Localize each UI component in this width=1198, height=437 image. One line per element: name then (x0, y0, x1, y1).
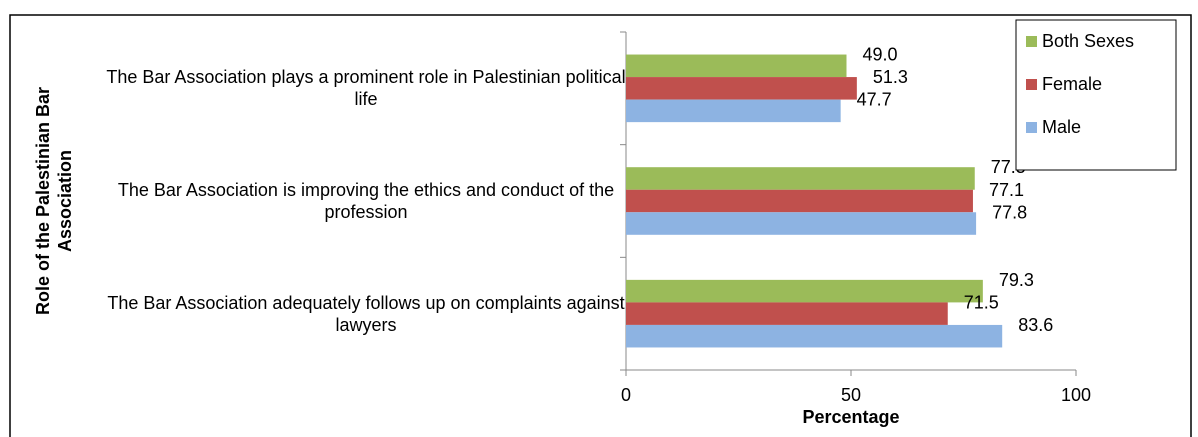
y-tick-label: The Bar Association plays a prominent ro… (106, 67, 626, 110)
bar (626, 54, 847, 78)
bar (626, 77, 857, 100)
data-label: 47.7 (857, 90, 892, 110)
legend-swatch (1026, 122, 1037, 133)
x-tick-label: 0 (621, 385, 631, 405)
legend-swatch (1026, 79, 1037, 90)
bar (626, 189, 973, 213)
bar (626, 167, 975, 190)
legend-label: Female (1042, 74, 1102, 94)
data-label: 79.3 (999, 270, 1034, 290)
legend-label: Male (1042, 117, 1081, 137)
data-label: 71.5 (964, 292, 999, 312)
x-tick-label: 50 (841, 385, 861, 405)
data-label: 83.6 (1018, 315, 1053, 335)
legend-box (1015, 19, 1177, 171)
bar (626, 99, 841, 123)
y-axis-label: Association (55, 150, 75, 252)
data-label: 51.3 (873, 67, 908, 87)
x-tick-label: 100 (1061, 385, 1091, 405)
y-axis-label: Role of the Palestinian Bar (33, 87, 53, 315)
legend-swatch (1026, 36, 1037, 47)
data-label: 77.8 (992, 202, 1027, 222)
bar (626, 302, 948, 325)
x-axis-label: Percentage (802, 407, 899, 427)
data-label: 49.0 (863, 45, 898, 65)
bar (626, 279, 983, 303)
y-tick-label: The Bar Association is improving the eth… (117, 180, 615, 222)
legend-label: Both Sexes (1042, 31, 1134, 51)
bar (626, 324, 1003, 348)
chart-border (9, 14, 1192, 437)
y-tick-label: The Bar Association adequately follows u… (107, 292, 625, 335)
data-label: 77.1 (989, 180, 1024, 200)
bar (626, 212, 977, 235)
